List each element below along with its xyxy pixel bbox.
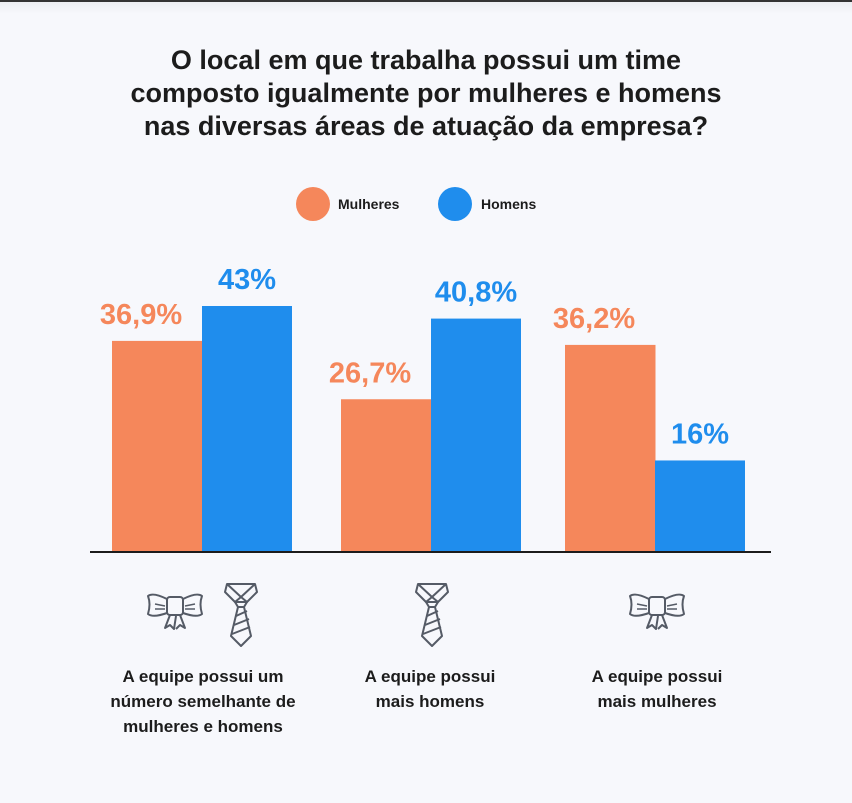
bow-tie-icon: [629, 593, 685, 630]
bar-mulheres: [565, 344, 656, 552]
title-line: O local em que trabalha possui um time: [170, 45, 682, 75]
data-label-mulheres: 36,2%: [553, 303, 635, 335]
necktie-icon: [224, 583, 258, 647]
category-label-3: A equipe possui mais mulheres: [557, 664, 757, 714]
bar-mulheres: [341, 399, 432, 552]
legend: Mulheres Homens: [296, 187, 536, 221]
data-label-homens: 40,8%: [435, 277, 517, 309]
bow-tie-icon: [147, 593, 203, 630]
legend-swatch-mulheres: [296, 187, 330, 221]
window-top-border: [0, 0, 852, 2]
category-line: mais mulheres: [597, 692, 717, 711]
data-label-mulheres: 26,7%: [329, 357, 411, 389]
bar-mulheres: [112, 340, 203, 552]
data-label-homens: 16%: [671, 418, 729, 450]
category-line: A equipe possui um: [122, 667, 284, 686]
category-line: número semelhante de: [110, 692, 296, 711]
legend-swatch-homens: [438, 187, 472, 221]
title-line: nas diversas áreas de atuação da empresa…: [143, 111, 709, 141]
data-label-homens: 43%: [218, 264, 276, 296]
category-label-2: A equipe possui mais homens: [330, 664, 530, 714]
category-line: A equipe possui: [591, 667, 723, 686]
category-label-1: A equipe possui um número semelhante de …: [93, 664, 313, 739]
necktie-icon: [415, 583, 449, 647]
bar-homens: [431, 318, 521, 552]
bar-homens: [202, 306, 292, 552]
category-line: mais homens: [375, 692, 485, 711]
data-label-mulheres: 36,9%: [100, 299, 182, 331]
title-line: composto igualmente por mulheres e homen…: [130, 78, 722, 108]
bars: 36,9% 26,7% 36,2% 43% 40,8% 16%: [100, 264, 745, 552]
category-line: A equipe possui: [364, 667, 496, 686]
legend-label-mulheres: Mulheres: [338, 196, 400, 212]
category-icons: [147, 583, 685, 647]
top-shade: [0, 2, 852, 14]
chart-title: O local em que trabalha possui um time c…: [0, 44, 852, 143]
legend-label-homens: Homens: [481, 196, 536, 212]
category-line: mulheres e homens: [123, 717, 283, 736]
bar-homens: [655, 460, 745, 552]
